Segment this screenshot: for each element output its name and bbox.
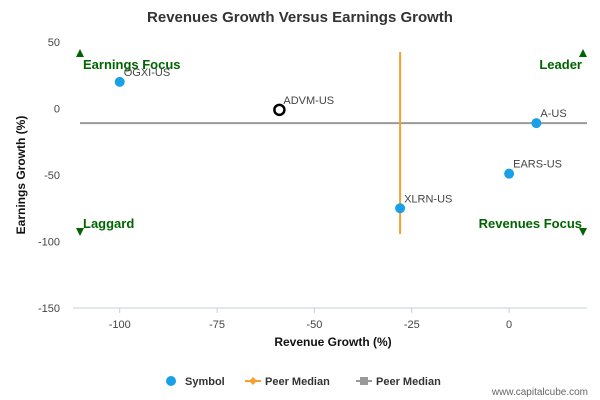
y-axis-title: Earnings Growth (%) (14, 116, 28, 235)
axis-ticks: -100 -75 -50 -25 0 50 0 -50 -100 -150 (38, 37, 512, 331)
y-tick-label: -150 (38, 303, 60, 315)
data-point-label: OGXI-US (124, 67, 170, 79)
top-right-marker (579, 49, 587, 57)
top-left-marker (76, 49, 84, 57)
data-points: OGXI-US ADVM-US A-US EARS-US XLRN-US (114, 67, 567, 214)
legend-diamond-marker (249, 377, 257, 385)
legend-label: Peer Median (376, 376, 441, 388)
data-point-label: EARS-US (513, 159, 562, 171)
data-point (531, 118, 542, 129)
y-tick-label: -50 (44, 170, 60, 182)
bottom-right-marker (579, 228, 587, 236)
quadrant-markers: Earnings Focus Leader Laggard Revenues Focu… (76, 49, 587, 236)
x-axis-title: Revenue Growth (%) (274, 335, 391, 349)
x-tick-label: 0 (506, 319, 512, 331)
legend-square-marker (360, 377, 368, 385)
data-point-highlight (273, 103, 286, 117)
y-tick-label: -100 (38, 237, 60, 249)
data-point-label: ADVM-US (283, 95, 334, 107)
x-tick-label: -100 (109, 319, 131, 331)
x-tick-label: -25 (404, 319, 420, 331)
data-point (395, 203, 406, 214)
data-point (504, 168, 515, 179)
data-point (114, 76, 125, 87)
quadrant-bottom-right-label: Revenues Focus (479, 216, 582, 231)
peer-median-lines (80, 52, 587, 234)
legend-label: Symbol (185, 376, 225, 388)
quadrant-top-left-label: Earnings Focus (83, 57, 181, 72)
legend-symbol-marker (166, 376, 176, 386)
quadrant-bottom-left-label: Laggard (83, 216, 134, 231)
data-point-label: XLRN-US (404, 193, 452, 205)
y-tick-label: 0 (54, 104, 60, 116)
x-tick-label: -50 (306, 319, 322, 331)
quadrant-top-right-label: Leader (539, 57, 582, 72)
chart-title: Revenues Growth Versus Earnings Growth (147, 9, 453, 26)
bottom-left-marker (76, 228, 84, 236)
data-point-label: A-US (540, 108, 566, 120)
credit-text: www.capitalcube.com (491, 387, 588, 398)
legend-label: Peer Median (265, 376, 330, 388)
legend: Symbol Peer Median Peer Median (166, 376, 441, 388)
y-tick-label: 50 (48, 37, 60, 49)
x-tick-label: -75 (209, 319, 225, 331)
